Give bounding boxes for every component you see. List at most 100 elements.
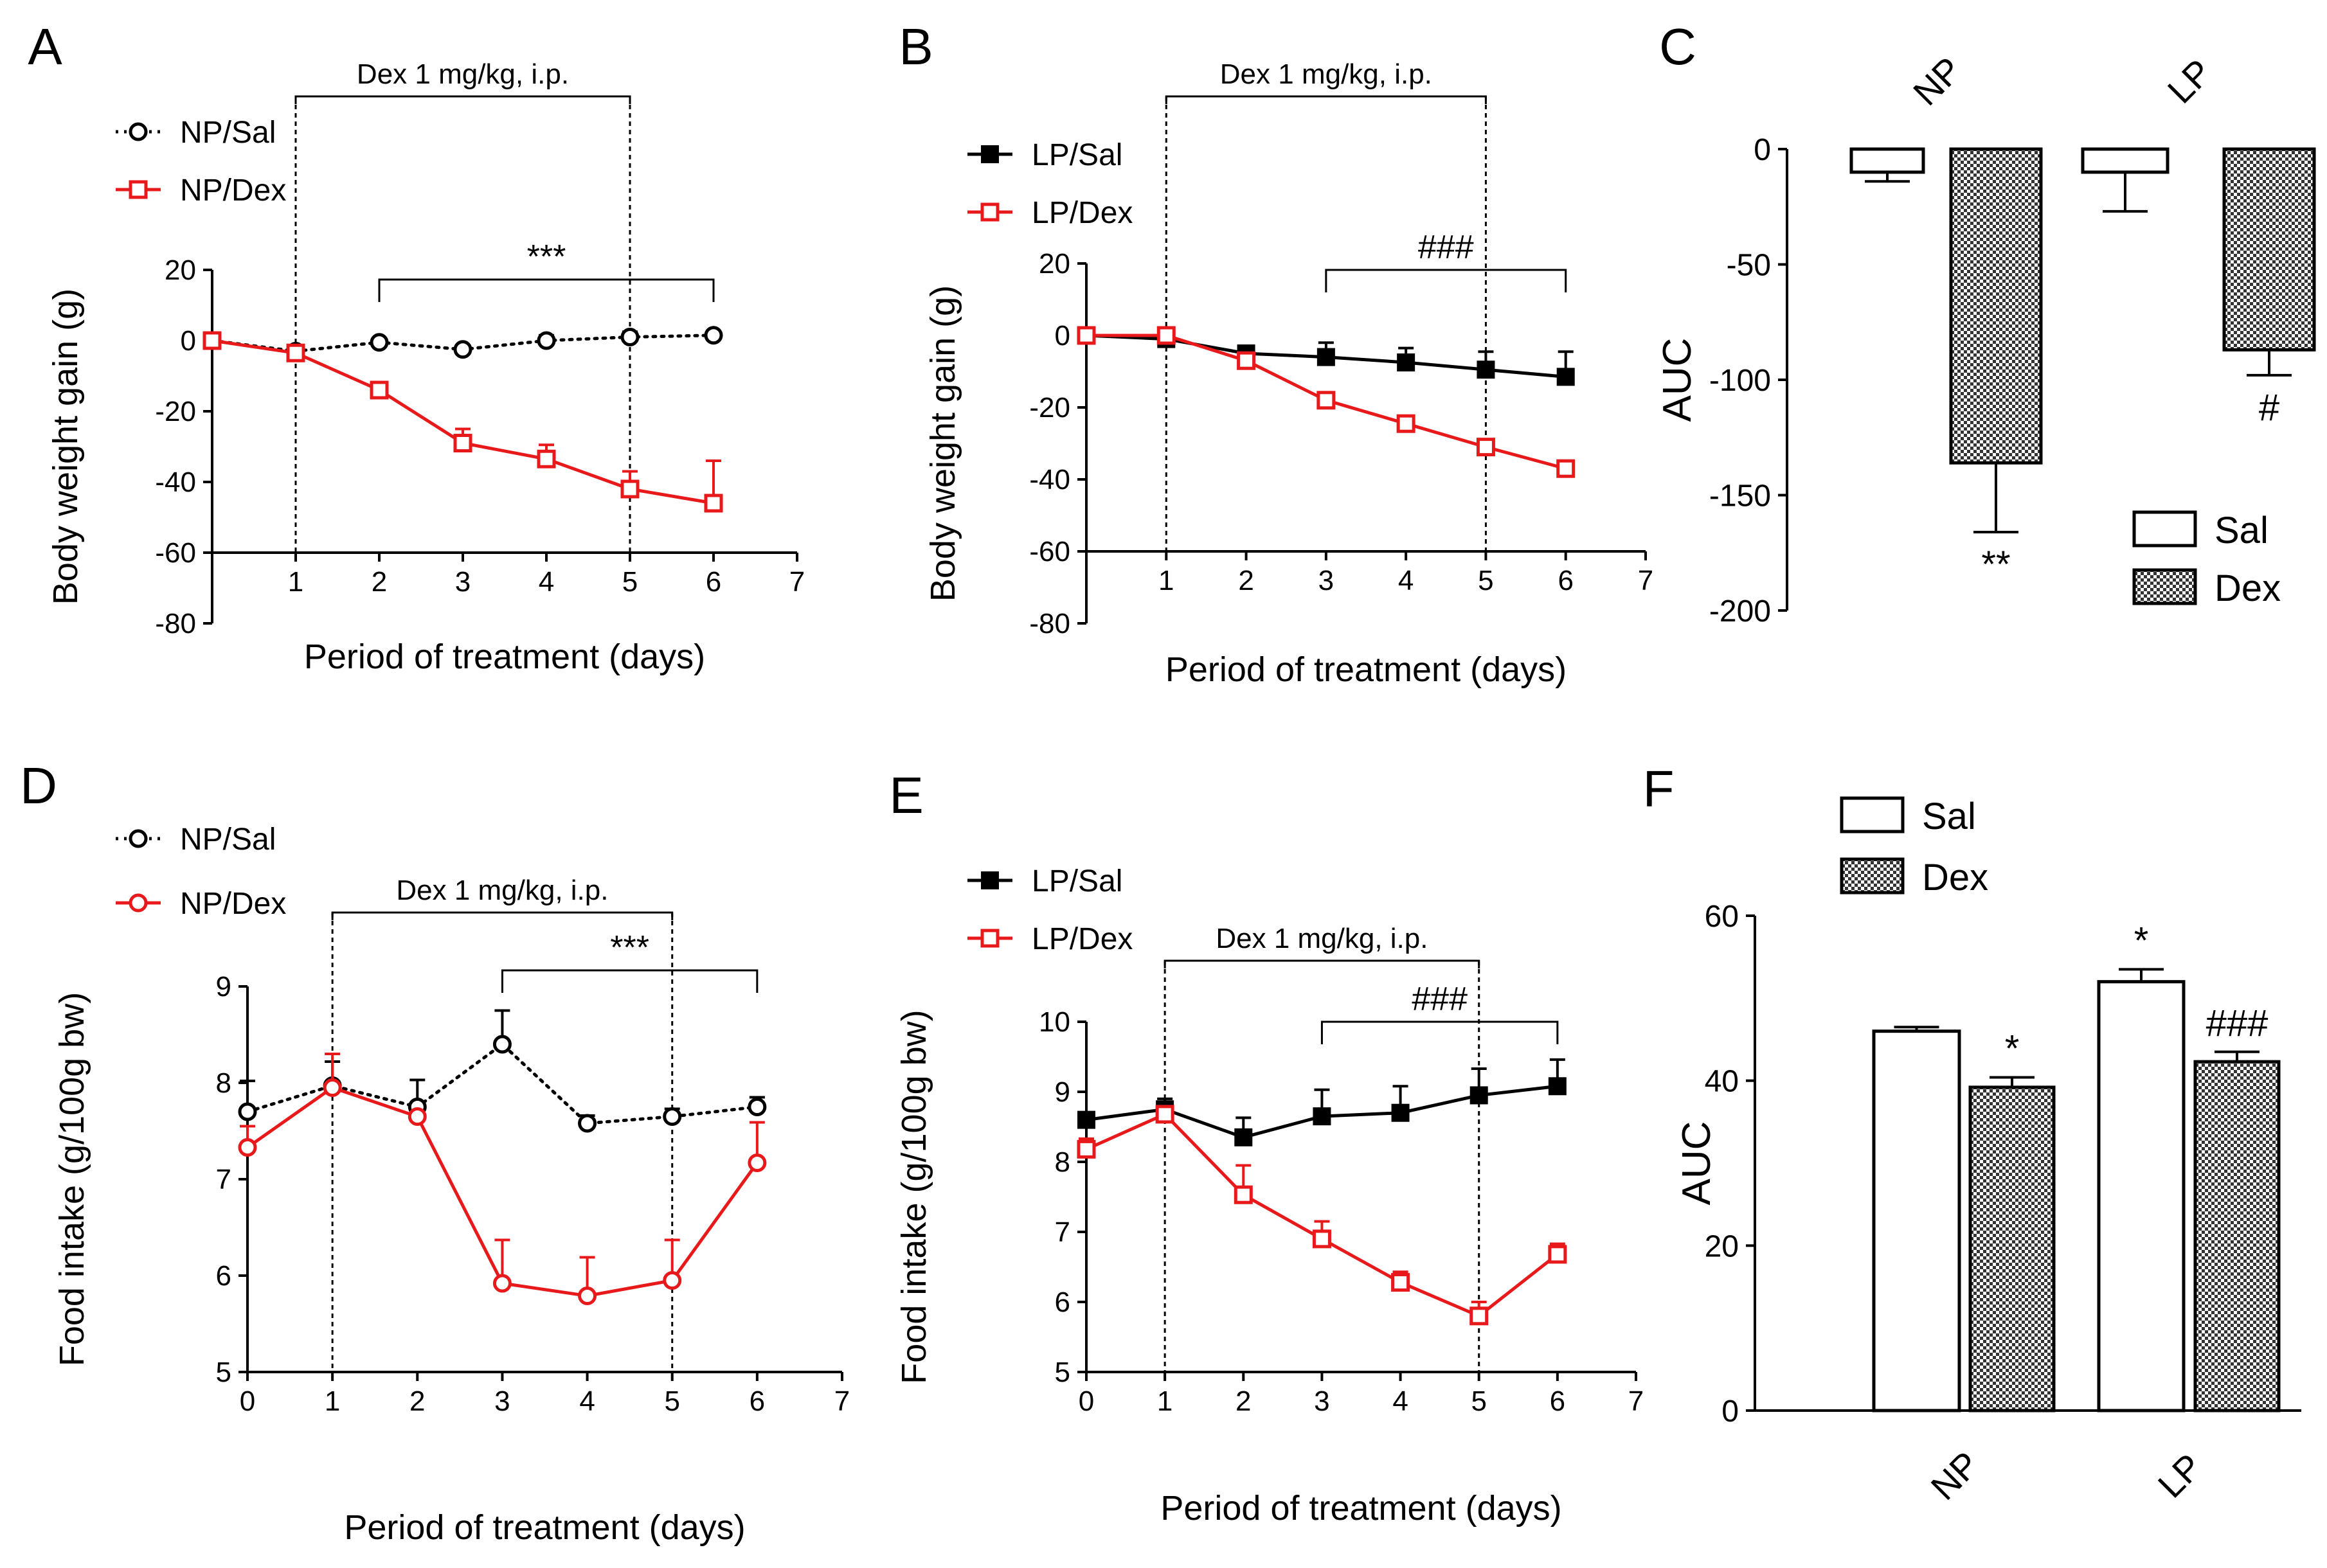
- x-axis-label: Period of treatment (days): [1165, 650, 1567, 689]
- panel-c: C 0 -50 -100 -150 -200 AUC NP ** LP # Sal Dex: [1655, 18, 2316, 628]
- treatment-bracket: [294, 95, 631, 104]
- bar-np-sal: [1849, 147, 1925, 174]
- data-point: [1556, 368, 1575, 386]
- x-tick-label: 2: [1235, 1385, 1251, 1417]
- y-tick-label: 8: [1055, 1146, 1070, 1178]
- y-tick-label: 40: [1705, 1065, 1739, 1099]
- significance-label: ***: [527, 238, 566, 276]
- y-tick-label: -60: [1029, 536, 1070, 567]
- y-tick-label: -50: [1727, 249, 1771, 283]
- panel-b: B 20 0 -20 -40 -60 -80 1 2 3 4 5 6 7 Body weight gain …: [899, 18, 1653, 689]
- bar-lp-sal: [2081, 147, 2170, 174]
- legend-marker: [980, 202, 1000, 222]
- x-tick-label: 2: [372, 566, 387, 598]
- data-point: [453, 340, 472, 359]
- significance-label: #: [2259, 387, 2279, 429]
- y-axis-label: Body weight gain (g): [46, 289, 85, 605]
- x-tick-label: 6: [1558, 565, 1573, 596]
- series-lp-dex: [1077, 1105, 1567, 1326]
- x-tick-label: 2: [1238, 565, 1253, 596]
- legend-label: Dex: [2215, 567, 2281, 609]
- y-tick-label: 60: [1705, 900, 1739, 934]
- treatment-bracket: [1165, 95, 1487, 104]
- data-point: [1077, 326, 1096, 345]
- y-tick-label: 5: [216, 1357, 231, 1388]
- y-tick-label: -40: [1029, 464, 1070, 495]
- y-tick-label: 10: [1039, 1006, 1070, 1038]
- bar-lp-dex: [2193, 1060, 2281, 1412]
- data-point: [1548, 1077, 1567, 1096]
- panel-a: A 20 0 -20 -40 -60 -80 1 2 3 4 5 6 7 Body weight gain …: [28, 18, 805, 676]
- bar-lp-dex: [2222, 147, 2316, 352]
- legend-label: Dex: [1922, 857, 1988, 898]
- data-point: [1556, 459, 1576, 478]
- data-point: [748, 1098, 767, 1116]
- y-tick-label: 9: [216, 971, 231, 1002]
- data-point: [1476, 438, 1495, 457]
- legend-marker: [129, 829, 148, 848]
- y-tick-label: 0: [1055, 320, 1070, 352]
- y-tick-label: 9: [1055, 1076, 1070, 1108]
- category-label: LP: [2150, 1446, 2210, 1506]
- legend-label: LP/Sal: [1032, 864, 1122, 898]
- data-point: [663, 1107, 682, 1126]
- y-tick-label: 6: [1055, 1287, 1070, 1318]
- treatment-label: Dex 1 mg/kg, i.p.: [357, 58, 569, 90]
- y-tick-label: -20: [155, 396, 196, 427]
- data-point: [323, 1078, 342, 1097]
- data-point: [1397, 353, 1415, 371]
- data-point: [286, 343, 305, 362]
- data-point: [1156, 326, 1176, 345]
- treatment-label: Dex 1 mg/kg, i.p.: [396, 875, 608, 906]
- legend-label: Sal: [2215, 510, 2269, 551]
- y-tick-label: 20: [165, 254, 196, 286]
- series-lp-dex: [1077, 326, 1576, 478]
- data-point: [578, 1114, 597, 1133]
- x-tick-label: 1: [1157, 1385, 1172, 1417]
- x-tick-label: 4: [1398, 565, 1414, 596]
- data-point: [1155, 1105, 1174, 1124]
- data-point: [620, 479, 640, 499]
- data-point: [238, 1102, 257, 1121]
- x-axis-label: Period of treatment (days): [304, 637, 705, 676]
- x-tick-label: 1: [325, 1385, 340, 1417]
- x-tick-label: 1: [288, 566, 303, 598]
- y-axis-label: Food intake (g/100g bw): [895, 1010, 933, 1384]
- data-point: [620, 328, 640, 346]
- legend-swatch-dex: [2132, 568, 2197, 605]
- data-point: [1077, 1110, 1095, 1129]
- x-tick-label: 7: [789, 566, 805, 598]
- y-axis-label: AUC: [1655, 338, 1700, 422]
- y-tick-label: 6: [216, 1260, 231, 1292]
- legend-label: NP/Dex: [180, 174, 286, 208]
- panel-label: E: [889, 767, 923, 824]
- x-tick-label: 0: [240, 1385, 255, 1417]
- data-point: [663, 1271, 682, 1290]
- legend-label: LP/Dex: [1032, 196, 1133, 230]
- y-tick-label: -40: [155, 467, 196, 498]
- data-point: [537, 331, 556, 350]
- y-tick-label: -200: [1709, 594, 1771, 628]
- data-point: [1396, 414, 1415, 433]
- significance-label: *: [2134, 920, 2149, 961]
- x-tick-label: 6: [1550, 1385, 1565, 1417]
- legend-label: LP/Sal: [1032, 138, 1122, 172]
- x-tick-label: 2: [409, 1385, 425, 1417]
- significance-bracket: [378, 278, 715, 302]
- x-tick-label: 5: [1471, 1385, 1486, 1417]
- y-tick-label: -100: [1709, 364, 1771, 398]
- legend-label: NP/Sal: [180, 116, 276, 150]
- data-point: [537, 449, 556, 468]
- x-tick-label: 6: [706, 566, 721, 598]
- bar-lp-sal: [2097, 980, 2186, 1412]
- legend-marker: [981, 871, 999, 889]
- y-tick-label: -80: [155, 608, 196, 639]
- data-point: [748, 1154, 767, 1172]
- data-point: [1316, 391, 1336, 410]
- data-point: [492, 1035, 512, 1054]
- x-tick-label: 4: [579, 1385, 595, 1417]
- panel-f: F 60 40 20 0 AUC NP * LP * ### Sal Dex: [1643, 760, 2301, 1508]
- y-axis-label: Food intake (g/100g bw): [53, 992, 91, 1366]
- series-np-sal: [202, 326, 723, 361]
